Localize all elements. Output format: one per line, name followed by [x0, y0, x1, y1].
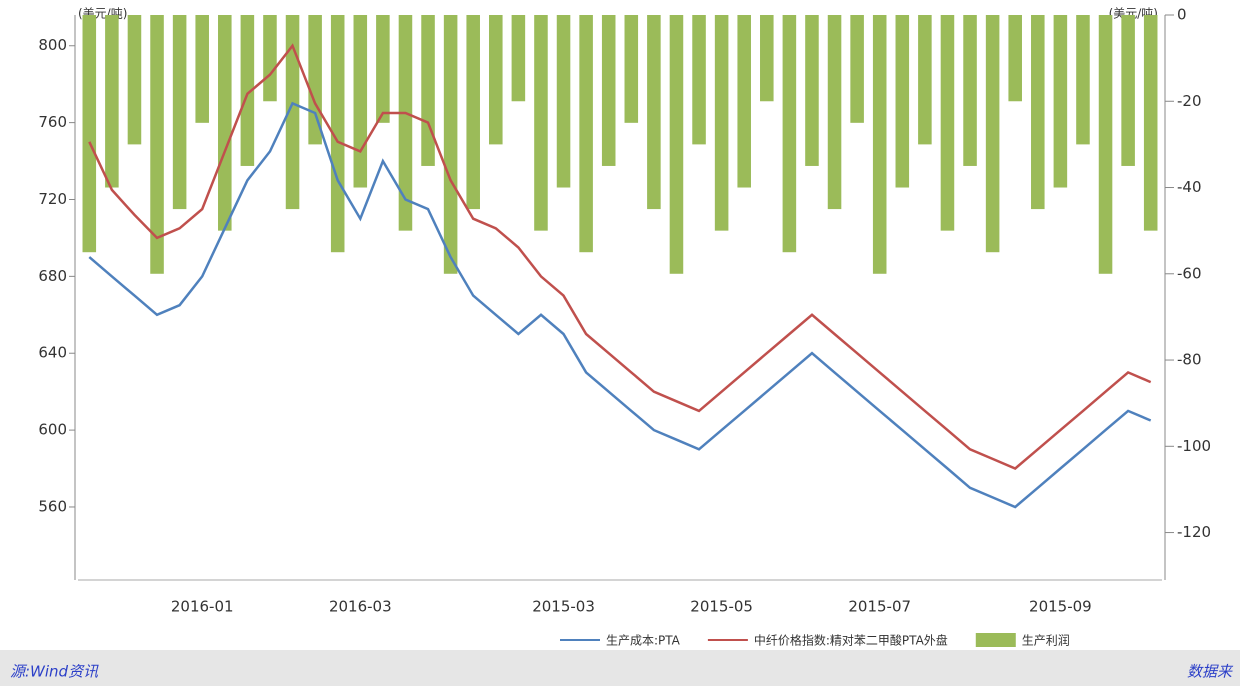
- bar: [760, 15, 774, 102]
- bar: [443, 15, 458, 274]
- bar: [714, 15, 729, 231]
- x-tick-label: 2016-01: [171, 598, 234, 616]
- bar: [150, 15, 164, 274]
- bar: [692, 15, 706, 145]
- bar: [353, 15, 368, 188]
- y2-tick-label: -20: [1177, 92, 1202, 110]
- bar: [218, 15, 232, 231]
- bar: [556, 15, 571, 188]
- y2-tick-label: -40: [1177, 178, 1202, 196]
- y-tick-label: 760: [38, 113, 67, 131]
- y2-tick-label: -120: [1177, 523, 1211, 541]
- bar: [850, 15, 864, 123]
- y2-tick-label: -100: [1177, 437, 1211, 455]
- bar: [1031, 15, 1045, 210]
- bar: [421, 15, 435, 166]
- bar: [1121, 15, 1135, 166]
- bar: [918, 15, 932, 145]
- x-tick-label: 2015-05: [690, 598, 753, 616]
- x-tick-label: 2015-07: [848, 598, 911, 616]
- y2-tick-label: 0: [1177, 6, 1187, 24]
- bar: [263, 15, 277, 102]
- x-tick-label: 2015-09: [1029, 598, 1092, 616]
- bar: [195, 15, 209, 123]
- y2-tick-label: -80: [1177, 351, 1202, 369]
- bar: [624, 15, 639, 123]
- legend-label: 中纤价格指数:精对苯二甲酸PTA外盘: [754, 633, 948, 648]
- y-tick-label: 560: [38, 497, 67, 515]
- bar: [127, 15, 142, 145]
- bar: [1076, 15, 1090, 145]
- bar: [647, 15, 661, 210]
- bar: [285, 15, 300, 210]
- legend-label: 生产成本:PTA: [606, 634, 681, 648]
- line: [88, 101, 1152, 509]
- y2-tick-label: -60: [1177, 264, 1202, 282]
- y-tick-label: 680: [38, 267, 67, 285]
- source: 源:Wind资讯: [10, 663, 99, 681]
- bar: [172, 15, 187, 210]
- bar: [1143, 15, 1158, 231]
- bar: [827, 15, 842, 210]
- bar: [1098, 15, 1113, 274]
- bar: [782, 15, 797, 253]
- footer-band: [0, 650, 1240, 686]
- x-tick-label: 2015-03: [532, 598, 595, 616]
- bar: [601, 15, 616, 166]
- legend-label: 生产利润: [1022, 634, 1070, 648]
- bar: [511, 15, 526, 102]
- bar: [466, 15, 480, 210]
- bar: [489, 15, 503, 145]
- bar: [105, 15, 119, 188]
- bar: [669, 15, 684, 274]
- x-tick-label: 2016-03: [329, 598, 392, 616]
- y-tick-label: 640: [38, 344, 67, 362]
- bar: [895, 15, 910, 188]
- legend-swatch: [975, 633, 1016, 647]
- bar: [82, 15, 97, 253]
- bar: [940, 15, 955, 231]
- bar: [985, 15, 1000, 253]
- y-tick-label: 600: [38, 421, 67, 439]
- bar: [240, 15, 255, 166]
- y-tick-label: 720: [38, 190, 67, 208]
- bar: [805, 15, 819, 166]
- bar: [1008, 15, 1022, 102]
- bar: [872, 15, 887, 274]
- y-tick-label: 800: [38, 36, 67, 54]
- bar: [1053, 15, 1068, 188]
- bar: [579, 15, 593, 253]
- bar: [534, 15, 548, 231]
- bar: [330, 15, 345, 253]
- bar: [398, 15, 413, 231]
- bar: [963, 15, 977, 166]
- source-right: 数据来: [1187, 663, 1234, 681]
- bar: [737, 15, 751, 188]
- line: [88, 43, 1152, 470]
- bar: [376, 15, 390, 123]
